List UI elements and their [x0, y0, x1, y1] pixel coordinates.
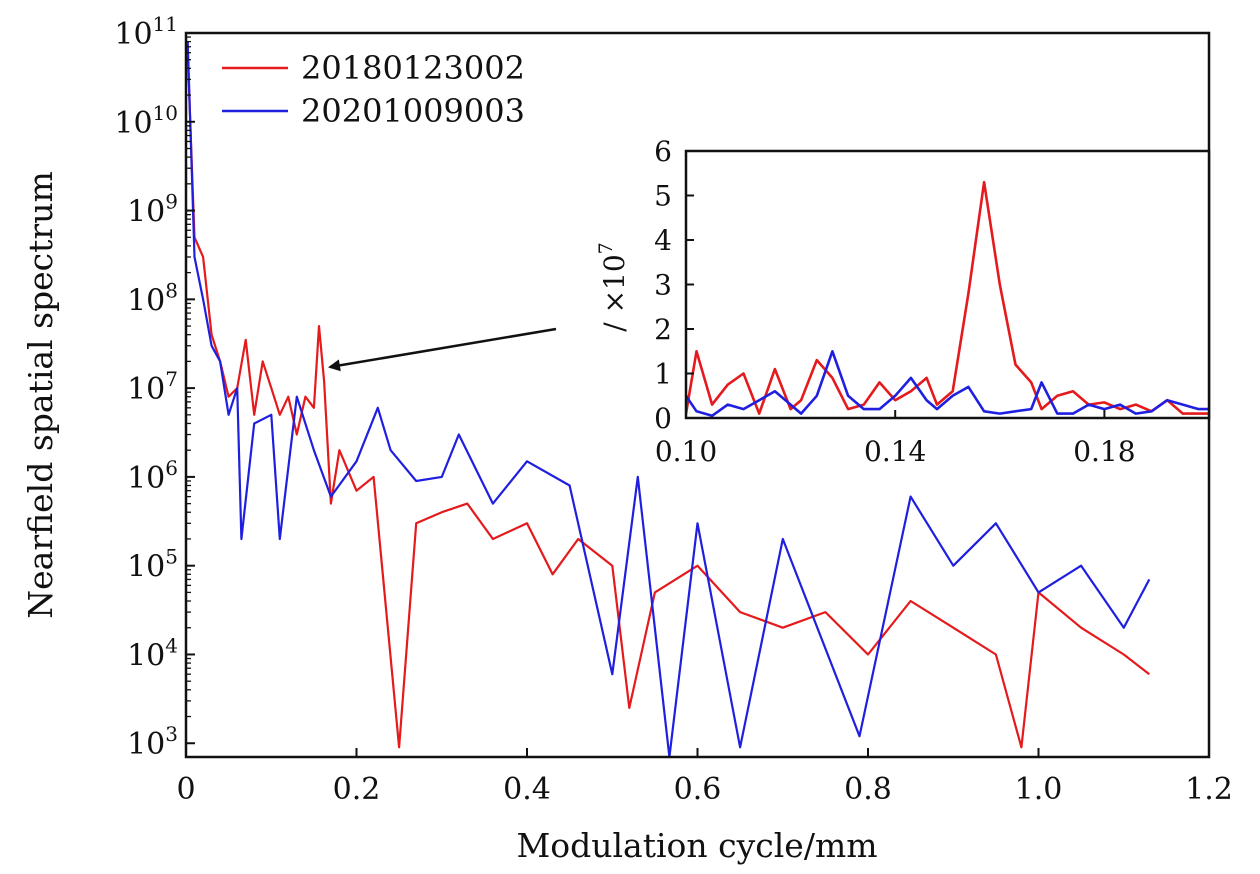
- inset-y-tick-label: 3: [654, 269, 672, 302]
- inset-series-layer: [686, 180, 1209, 418]
- main-axes-layer: 0 0.2 0.4 0.6 0.8 1.0 1.2101110101091081071061…: [114, 12, 1233, 807]
- x-axis-title: Modulation cycle/mm: [516, 826, 877, 865]
- y-tick-label: 107: [127, 367, 178, 407]
- inset-y-tick-label: 2: [654, 313, 672, 346]
- y-tick-label: 106: [127, 456, 178, 496]
- y-tick-label: 104: [127, 633, 178, 673]
- inset-x-tick-label: 0.18: [1073, 435, 1135, 468]
- y-tick-label: 103: [127, 722, 178, 762]
- x-tick-label: 1.2: [1185, 772, 1233, 807]
- callout-arrow: [328, 327, 557, 372]
- y-tick-label: 1010: [114, 101, 178, 141]
- legend-label-series-1: 20180123002: [301, 49, 525, 87]
- x-tick-label: 0.6: [674, 772, 722, 807]
- inset-series-line-2: [686, 349, 1209, 418]
- main-plot: 0 0.2 0.4 0.6 0.8 1.0 1.2101110101091081071061…: [21, 12, 1233, 865]
- inset-axes-layer: 0.10 0.14 0.18 0 1 2 3 4 5 6: [654, 135, 1135, 468]
- inset-plot: 0.10 0.14 0.18 0 1 2 3 4 5 6 / ×107: [595, 135, 1211, 468]
- inset-y-tick-label: 1: [654, 358, 672, 391]
- x-tick-label: 0.8: [844, 772, 892, 807]
- series-line-1: [186, 52, 1150, 749]
- x-tick-label: 0.2: [333, 772, 381, 807]
- legend-label-series-2: 20201009003: [301, 92, 525, 130]
- inset-series-line-1: [686, 180, 1209, 415]
- main-series-layer: [186, 41, 1151, 757]
- y-tick-label: 1011: [114, 12, 178, 52]
- inset-y-tick-label: 6: [654, 135, 672, 168]
- x-tick-label: 0: [176, 772, 195, 807]
- y-axis-title: Nearfield spatial spectrum: [21, 171, 60, 618]
- y-tick-label: 109: [127, 190, 178, 230]
- inset-background: [686, 151, 1209, 418]
- x-tick-label: 0.4: [503, 772, 551, 807]
- series-line-2: [186, 41, 1151, 757]
- y-tick-label: 108: [127, 278, 178, 318]
- legend: 20180123002 20201009003: [222, 49, 525, 130]
- inset-y-axis-title: / ×107: [595, 242, 631, 332]
- inset-y-tick-label: 4: [654, 224, 672, 257]
- inset-x-tick-label: 0.10: [655, 435, 717, 468]
- y-tick-label: 105: [127, 545, 178, 585]
- x-tick-label: 1.0: [1015, 772, 1063, 807]
- inset-x-tick-label: 0.14: [864, 435, 926, 468]
- inset-y-tick-label: 0: [654, 402, 672, 435]
- inset-y-tick-label: 5: [654, 180, 672, 213]
